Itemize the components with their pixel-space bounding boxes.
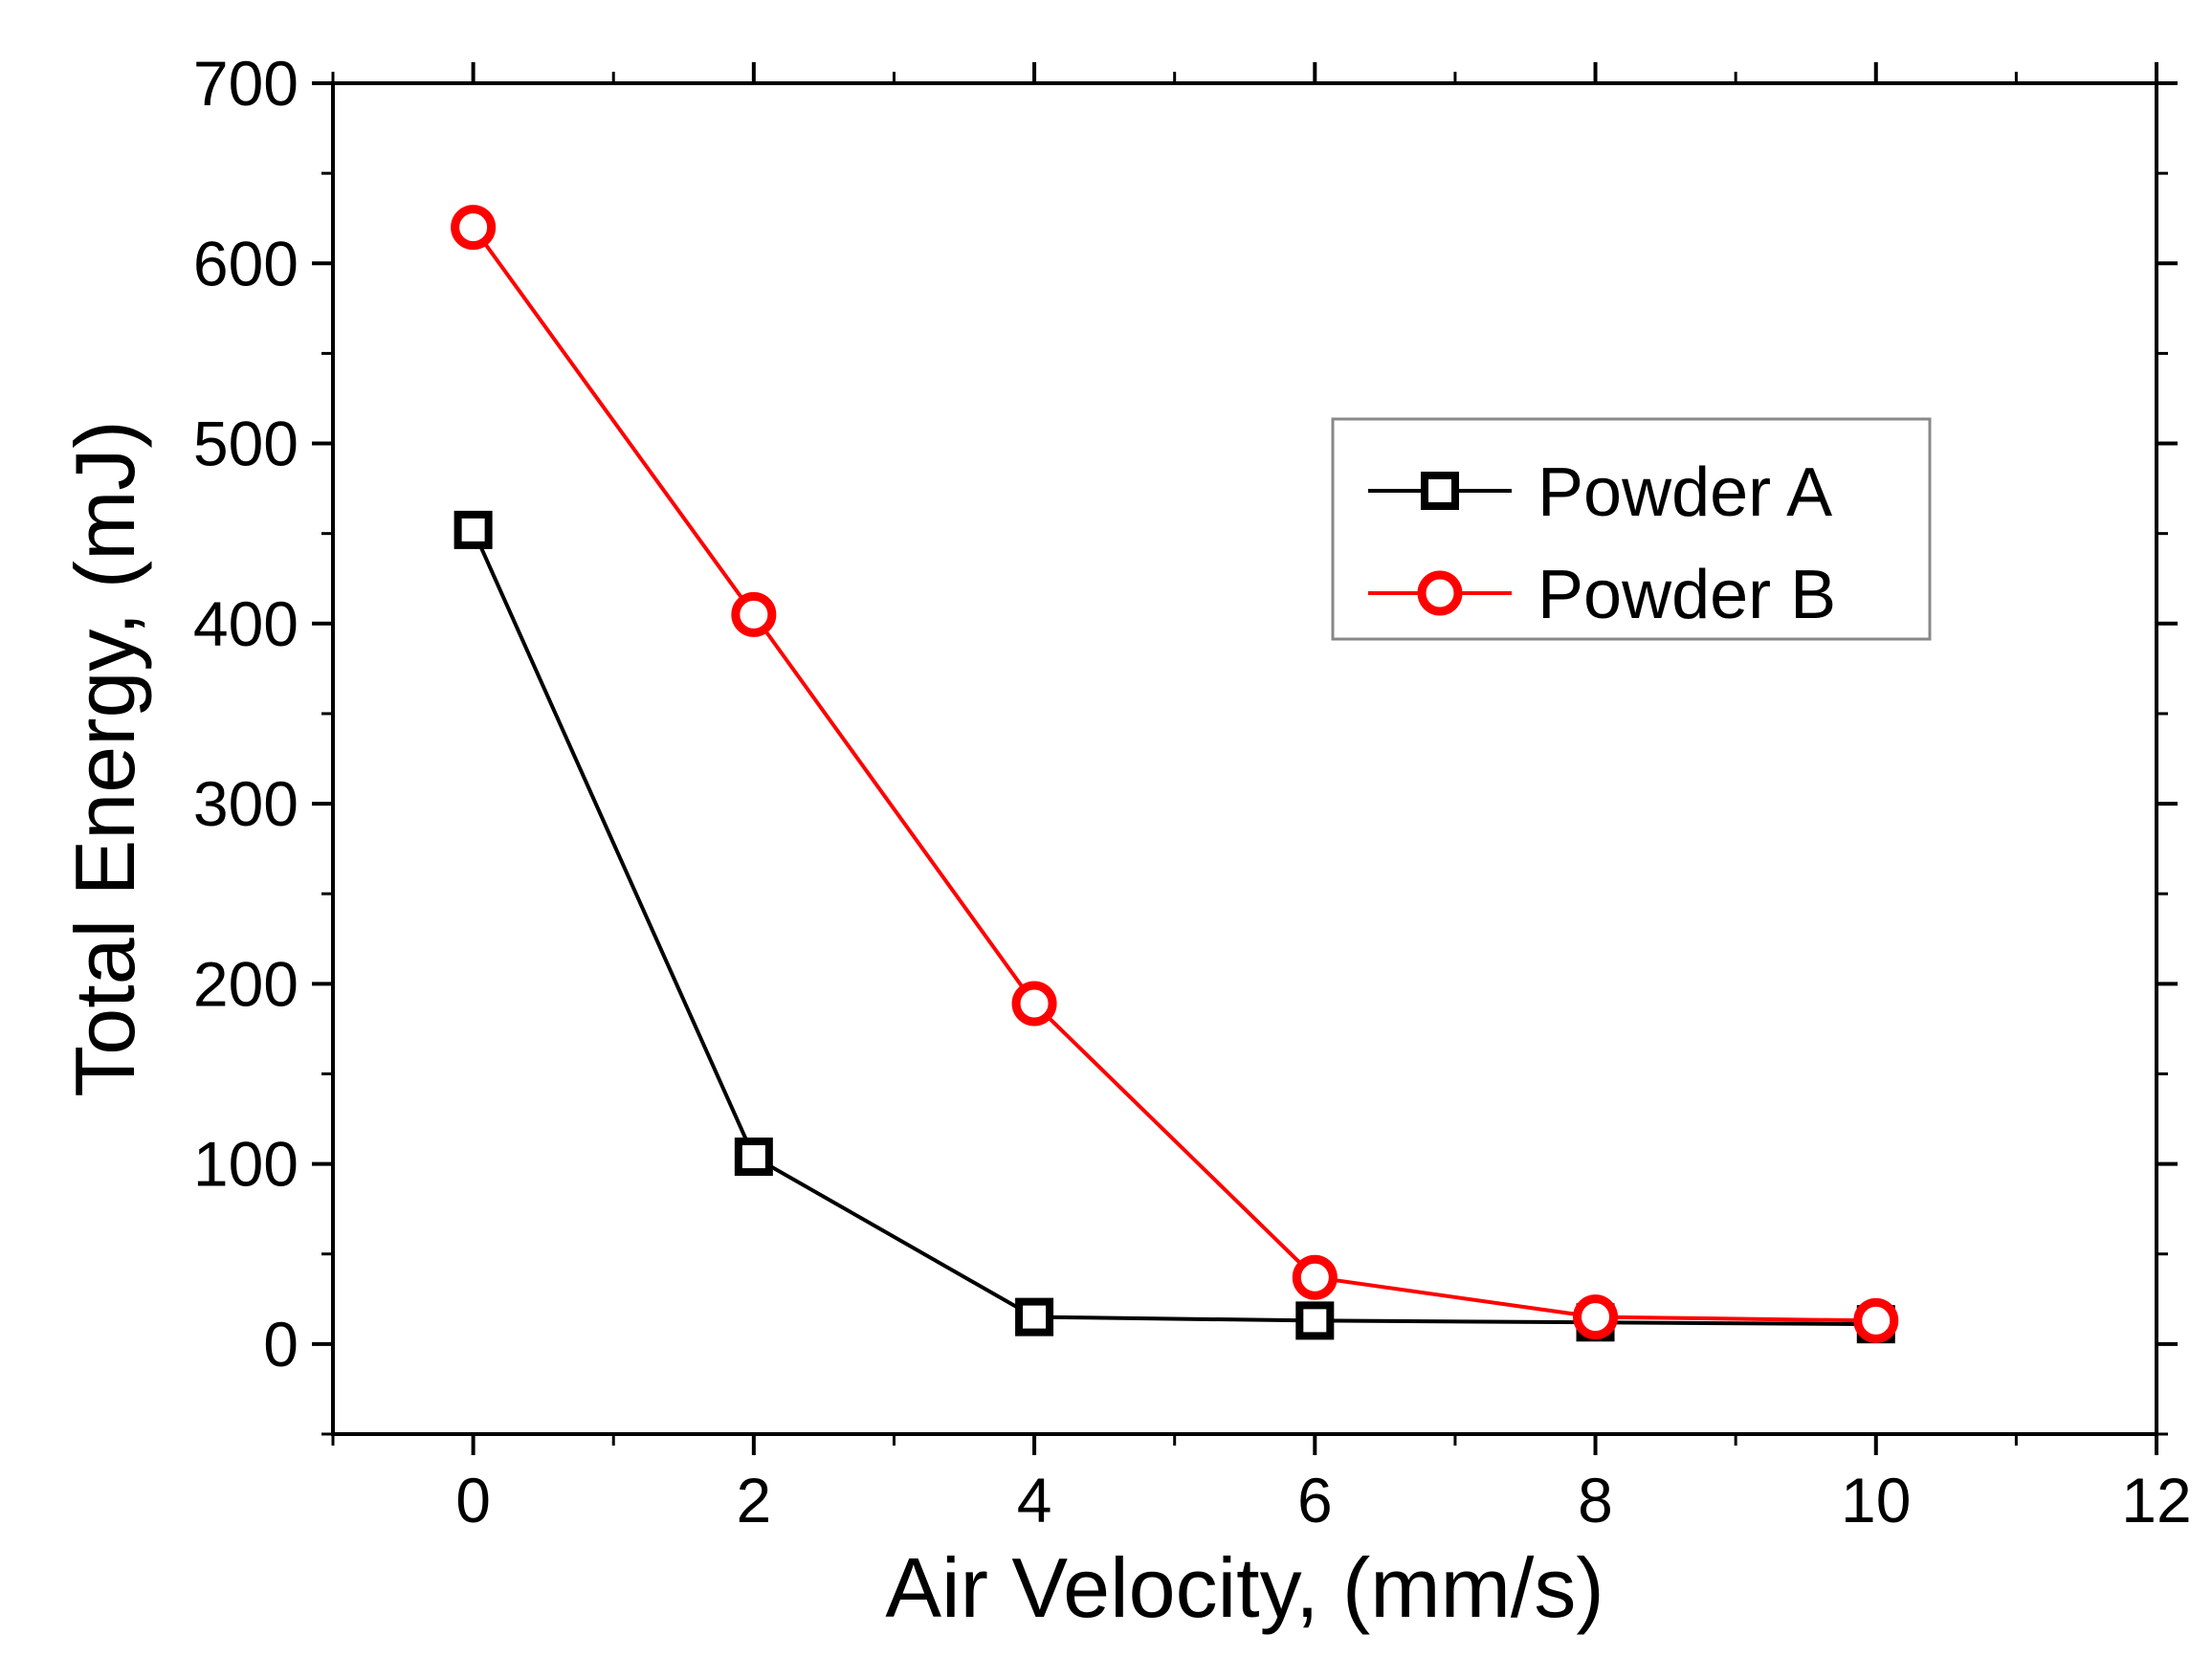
y-tick-label: 0 (263, 1309, 299, 1380)
legend-item: Powder B (1368, 557, 1836, 633)
square-marker (1295, 1301, 1335, 1340)
series-powder-b (451, 205, 1899, 1343)
y-tick-label: 400 (193, 588, 299, 659)
y-tick-label: 600 (193, 228, 299, 298)
plot-frame (331, 81, 2158, 1436)
legend-label: Powder A (1537, 454, 1832, 531)
circle-marker (451, 205, 497, 251)
legend-marker (1421, 472, 1459, 510)
circle-marker (1292, 1254, 1338, 1300)
x-tick-label: 8 (1578, 1465, 1613, 1535)
y-tick-label: 100 (193, 1129, 299, 1200)
legend: Powder A Powder B (1331, 417, 1932, 641)
legend-label: Powder B (1537, 557, 1836, 633)
y-axis-title: Total Energy, (mJ) (57, 420, 152, 1096)
x-tick-label: 6 (1297, 1465, 1333, 1535)
x-tick-label: 12 (2121, 1465, 2191, 1535)
x-tick-label: 2 (736, 1465, 771, 1535)
series-line (471, 529, 1876, 1327)
axis-ticks (312, 62, 2178, 1455)
square-marker (734, 1138, 773, 1177)
series-layer (451, 205, 1899, 1344)
x-tick-label: 0 (455, 1465, 491, 1535)
series-line (471, 226, 1876, 1323)
circle-marker (1011, 981, 1057, 1027)
legend-item: Powder A (1368, 454, 1832, 531)
circle-marker (1573, 1294, 1619, 1340)
y-tick-label: 200 (193, 948, 299, 1019)
tick-labels: 0 2 4 6 8 10 12 0 100 200 300 400 500 600 700 (193, 48, 2192, 1535)
x-tick-label: 10 (1841, 1465, 1911, 1535)
legend-marker (1417, 570, 1463, 616)
y-tick-label: 500 (193, 409, 299, 479)
square-marker (1015, 1297, 1054, 1337)
circle-marker (1853, 1297, 1899, 1343)
x-tick-label: 4 (1017, 1465, 1052, 1535)
square-marker (453, 510, 493, 549)
y-tick-label: 700 (193, 48, 299, 119)
x-axis-title: Air Velocity, (mm/s) (885, 1540, 1604, 1635)
circle-marker (731, 591, 777, 637)
y-tick-label: 300 (193, 768, 299, 839)
